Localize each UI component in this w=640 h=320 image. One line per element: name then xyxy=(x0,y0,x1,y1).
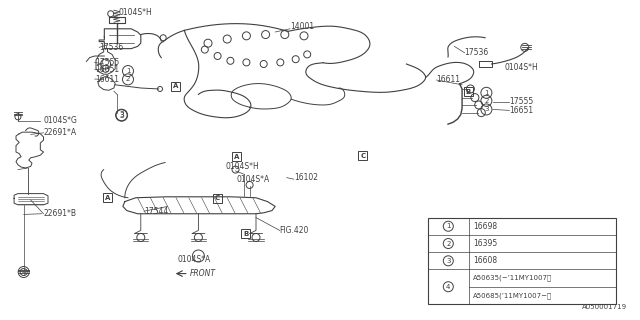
Text: 22691*A: 22691*A xyxy=(44,128,77,137)
Text: 16102: 16102 xyxy=(294,173,317,182)
Text: 17555: 17555 xyxy=(95,58,119,67)
Text: 16651: 16651 xyxy=(509,106,534,115)
Text: 16651: 16651 xyxy=(95,65,119,74)
Text: 3: 3 xyxy=(119,111,124,120)
Text: B: B xyxy=(466,89,471,95)
Text: 3: 3 xyxy=(484,107,489,112)
Text: 4: 4 xyxy=(446,284,451,290)
Text: 17544: 17544 xyxy=(144,207,168,216)
Text: 16698: 16698 xyxy=(473,222,497,231)
Text: 1: 1 xyxy=(446,223,451,229)
Text: 0104S*A: 0104S*A xyxy=(237,175,270,184)
Text: A: A xyxy=(173,84,178,89)
Text: 1: 1 xyxy=(484,90,489,96)
Text: 4: 4 xyxy=(22,269,26,275)
Text: 16608: 16608 xyxy=(473,256,497,265)
Bar xyxy=(232,152,241,161)
Text: 16611: 16611 xyxy=(95,75,119,84)
Text: 0104S*H: 0104S*H xyxy=(504,63,538,72)
Text: B: B xyxy=(243,231,248,236)
Text: 1: 1 xyxy=(125,68,131,74)
Text: 3: 3 xyxy=(119,112,124,118)
Text: 22691*B: 22691*B xyxy=(44,209,77,218)
Text: A50635(−’11MY1007＞: A50635(−’11MY1007＞ xyxy=(473,275,552,281)
Text: FRONT: FRONT xyxy=(190,269,216,278)
Bar xyxy=(358,151,367,160)
Bar xyxy=(464,87,473,96)
Text: 17555: 17555 xyxy=(509,97,534,106)
Text: 0104S*A: 0104S*A xyxy=(178,255,211,264)
Bar xyxy=(428,218,616,304)
Text: 2: 2 xyxy=(126,76,130,82)
Text: 16395: 16395 xyxy=(473,239,497,248)
Bar xyxy=(241,229,250,238)
Text: C: C xyxy=(360,153,365,159)
Bar xyxy=(103,193,112,202)
Text: C: C xyxy=(215,196,220,201)
Bar xyxy=(171,82,180,91)
Text: 17536: 17536 xyxy=(465,48,489,57)
Text: 0104S*H: 0104S*H xyxy=(118,8,152,17)
Text: 2: 2 xyxy=(446,241,451,246)
Text: 2: 2 xyxy=(484,98,488,104)
Text: A50685(’11MY1007−）: A50685(’11MY1007−） xyxy=(473,292,552,299)
Text: 16611: 16611 xyxy=(436,76,461,84)
Bar xyxy=(213,194,222,203)
Text: 17536: 17536 xyxy=(99,43,124,52)
Text: 0104S*G: 0104S*G xyxy=(44,116,77,125)
Text: A050001719: A050001719 xyxy=(582,304,627,310)
Text: 3: 3 xyxy=(446,258,451,264)
Text: A: A xyxy=(234,154,239,160)
Text: FIG.420: FIG.420 xyxy=(280,226,309,235)
Text: 14001: 14001 xyxy=(290,22,314,31)
Text: 0104S*H: 0104S*H xyxy=(225,162,259,171)
Text: A: A xyxy=(105,195,110,201)
